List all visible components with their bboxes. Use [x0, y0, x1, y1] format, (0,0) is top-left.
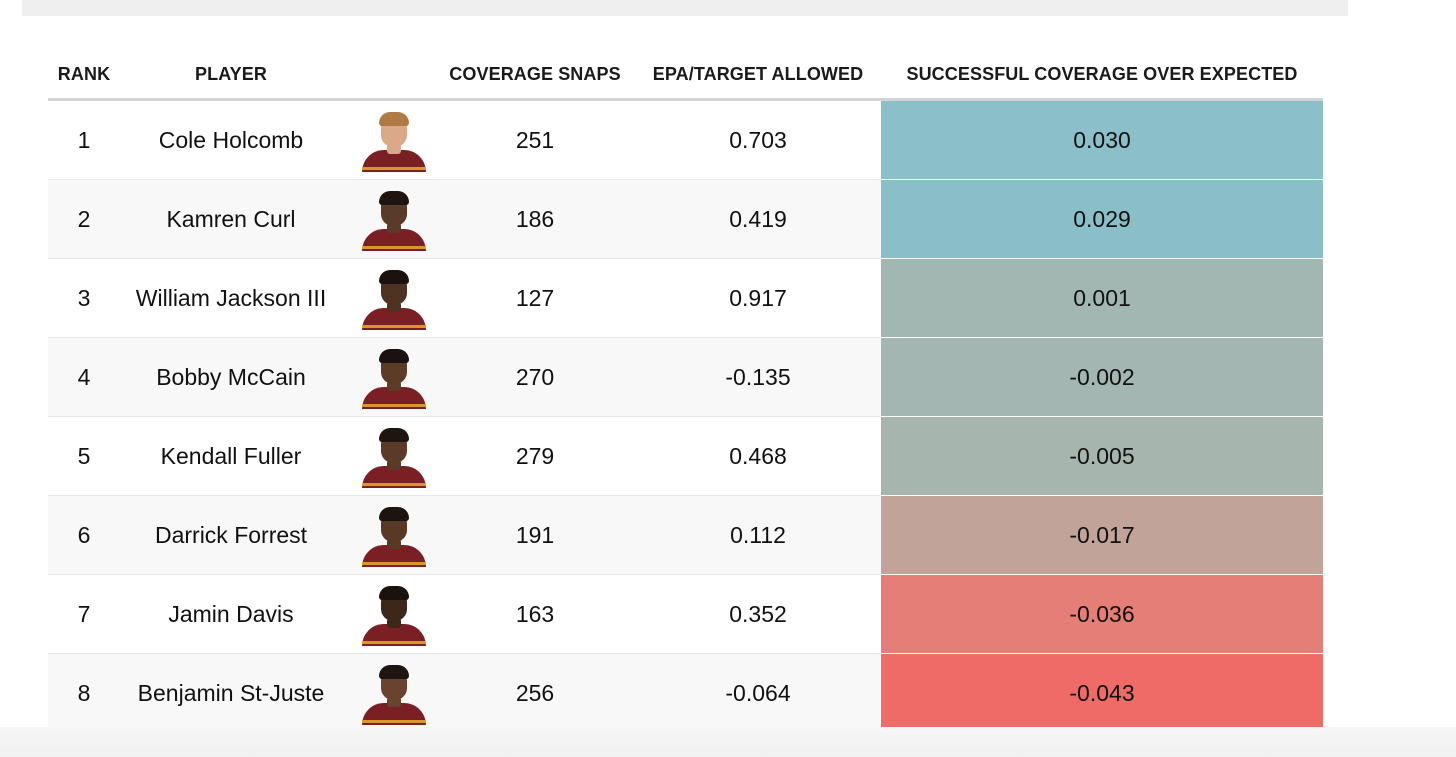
- coverage-snaps-cell: 186: [515, 206, 555, 232]
- rank-cell: 7: [77, 601, 91, 627]
- player-headshot: [342, 417, 446, 495]
- epa-cell: 0.419: [729, 206, 787, 232]
- success-cell: 0.029: [881, 180, 1323, 259]
- player-headshot: [342, 496, 446, 574]
- table-row: 6 Darrick Forrest 191 0.112 -0.017: [48, 496, 1323, 575]
- header-successful-coverage[interactable]: SUCCESSFUL COVERAGE OVER EXPECTED: [906, 64, 1298, 84]
- rank-cell: 6: [77, 522, 91, 548]
- rank-cell: 3: [77, 285, 91, 311]
- epa-cell: 0.352: [729, 601, 787, 627]
- table-row: 4 Bobby McCain 270 -0.135 -0.002: [48, 338, 1323, 417]
- epa-cell: 0.112: [730, 522, 786, 548]
- rank-cell: 4: [77, 364, 91, 390]
- epa-cell: -0.135: [725, 364, 791, 390]
- success-cell: -0.036: [881, 575, 1323, 654]
- epa-cell: 0.703: [729, 127, 787, 153]
- player-name-cell: Jamin Davis: [168, 601, 294, 627]
- player-name-cell: Bobby McCain: [156, 364, 306, 390]
- coverage-table: RANK PLAYER COVERAGE SNAPS EPA/TARGET AL…: [48, 56, 1323, 735]
- rank-cell: 2: [77, 206, 91, 232]
- player-name-cell: Kamren Curl: [166, 206, 296, 232]
- coverage-snaps-cell: 251: [515, 127, 555, 153]
- player-headshot: [342, 259, 446, 337]
- rank-cell: 5: [77, 443, 91, 469]
- coverage-snaps-cell: 279: [515, 443, 555, 469]
- epa-cell: 0.468: [729, 443, 787, 469]
- success-cell: 0.030: [881, 101, 1323, 180]
- rank-cell: 1: [77, 127, 91, 153]
- coverage-snaps-cell: 191: [515, 522, 555, 548]
- player-headshot: [342, 338, 446, 416]
- table-row: 5 Kendall Fuller 279 0.468 -0.005: [48, 417, 1323, 496]
- coverage-snaps-cell: 256: [515, 680, 555, 706]
- success-cell: -0.002: [881, 338, 1323, 417]
- player-name-cell: Cole Holcomb: [158, 127, 304, 153]
- success-cell: 0.001: [881, 259, 1323, 338]
- success-cell: -0.017: [881, 496, 1323, 575]
- table-row: 2 Kamren Curl 186 0.419 0.029: [48, 180, 1323, 259]
- table-row: 3 William Jackson III 127 0.917 0.001: [48, 259, 1323, 338]
- player-headshot: [342, 180, 446, 258]
- table-header: RANK PLAYER COVERAGE SNAPS EPA/TARGET AL…: [48, 56, 1323, 101]
- bottom-scroll-area: [0, 727, 1456, 757]
- table-row: 7 Jamin Davis 163 0.352 -0.036: [48, 575, 1323, 654]
- player-name-cell: Benjamin St-Juste: [137, 680, 325, 706]
- player-name-cell: Darrick Forrest: [154, 522, 308, 548]
- header-rank[interactable]: RANK: [57, 64, 111, 84]
- player-headshot: [342, 575, 446, 653]
- top-banner-strip: [22, 0, 1348, 16]
- success-cell: -0.005: [881, 417, 1323, 496]
- coverage-snaps-cell: 163: [515, 601, 555, 627]
- player-headshot: [342, 654, 446, 732]
- player-name-cell: William Jackson III: [135, 285, 327, 311]
- coverage-snaps-cell: 270: [515, 364, 555, 390]
- player-headshot: [342, 101, 446, 179]
- table-row: 1 Cole Holcomb 251 0.703 0.030: [48, 101, 1323, 180]
- epa-cell: -0.064: [725, 680, 791, 706]
- header-epa-target-allowed[interactable]: EPA/TARGET ALLOWED: [652, 64, 864, 84]
- coverage-snaps-cell: 127: [515, 285, 555, 311]
- rank-cell: 8: [77, 680, 91, 706]
- epa-cell: 0.917: [729, 285, 787, 311]
- player-name-cell: Kendall Fuller: [160, 443, 302, 469]
- header-player[interactable]: PLAYER: [195, 64, 267, 84]
- header-coverage-snaps[interactable]: COVERAGE SNAPS: [449, 64, 621, 84]
- table-row: 8 Benjamin St-Juste 256 -0.064 -0.043: [48, 654, 1323, 735]
- success-cell: -0.043: [881, 654, 1323, 733]
